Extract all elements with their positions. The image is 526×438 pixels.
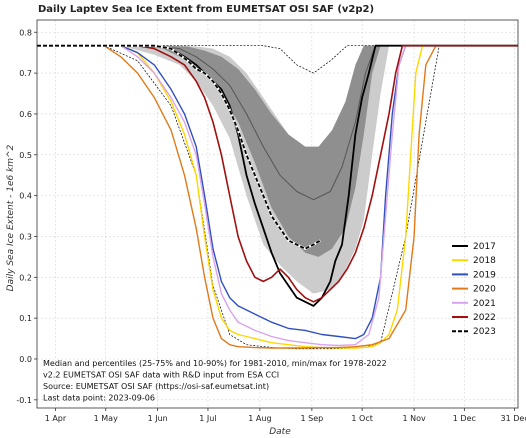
annotation-line: Median and percentiles (25-75% and 10-90… [43, 359, 387, 368]
y-tick-label: 0.2 [19, 273, 32, 282]
legend: 2017 2018 2019 2020 2021 2022 2023 [452, 242, 496, 337]
y-axis-label: Daily Sea Ice Extent - 1e6 km^2 [6, 144, 16, 291]
legend-label-2022: 2022 [473, 313, 496, 323]
legend-label-2023: 2023 [473, 327, 496, 337]
series-lines [37, 44, 518, 350]
annotation-line: Last data point: 2023-09-06 [43, 394, 155, 403]
y-tick-label: 0.1 [19, 314, 32, 323]
bands [37, 45, 518, 294]
series-line-2019 [37, 45, 518, 340]
legend-label-2021: 2021 [473, 299, 496, 309]
series-line-2018 [37, 45, 518, 349]
plot-frame [36, 19, 519, 409]
x-tick-label: 1 Sep [300, 414, 323, 423]
x-tick-label: 1 Oct [351, 414, 372, 423]
y-tick-label: 0.7 [19, 69, 32, 78]
y-ticks: -0.1 0.0 0.1 0.2 0.3 0.4 0.5 0.6 0.7 0.8 [16, 28, 37, 405]
legend-label-2018: 2018 [473, 256, 496, 266]
series-line-2022 [37, 44, 518, 303]
y-tick-label: -0.1 [16, 396, 32, 405]
x-tick-label: 1 Aug [248, 414, 271, 423]
x-tick-label: 31 Dec [501, 414, 526, 423]
x-tick-label: 1 Nov [402, 414, 426, 423]
legend-label-2017: 2017 [473, 242, 496, 252]
annotation-line: Source: EUMETSAT OSI SAF (https://osi-sa… [43, 382, 269, 391]
band-25-75 [37, 45, 518, 257]
y-tick-label: 0.5 [19, 151, 32, 160]
y-tick-label: 0.3 [19, 232, 32, 241]
x-tick-label: 1 Dec [453, 414, 476, 423]
annotation-notes: Median and percentiles (25-75% and 10-90… [43, 359, 387, 403]
y-tick-label: 0.4 [19, 192, 32, 201]
x-ticks: 1 Apr 1 May 1 Jun 1 Jul 1 Aug 1 Sep 1 Oct 1 Nov… [45, 408, 526, 423]
x-tick-label: 1 Apr [45, 414, 67, 423]
x-tick-label: 1 Jun [148, 414, 168, 423]
y-tick-label: 0.6 [19, 110, 32, 119]
y-tick-label: 0.0 [19, 355, 32, 364]
y-tick-label: 0.8 [19, 28, 32, 37]
x-tick-label: 1 May [94, 414, 118, 423]
median-line [37, 45, 518, 201]
legend-label-2020: 2020 [473, 285, 496, 295]
annotation-line: v2.2 EUMETSAT OSI SAF data with R&D inpu… [43, 371, 279, 380]
chart-title: Daily Laptev Sea Ice Extent from EUMETSA… [38, 4, 374, 15]
series-line-2020 [37, 45, 518, 349]
series-line-2021 [37, 45, 518, 347]
x-tick-label: 1 Jul [199, 414, 216, 423]
legend-label-2019: 2019 [473, 270, 496, 280]
x-axis-label: Date [269, 427, 291, 437]
series-line-2023 [37, 44, 321, 250]
